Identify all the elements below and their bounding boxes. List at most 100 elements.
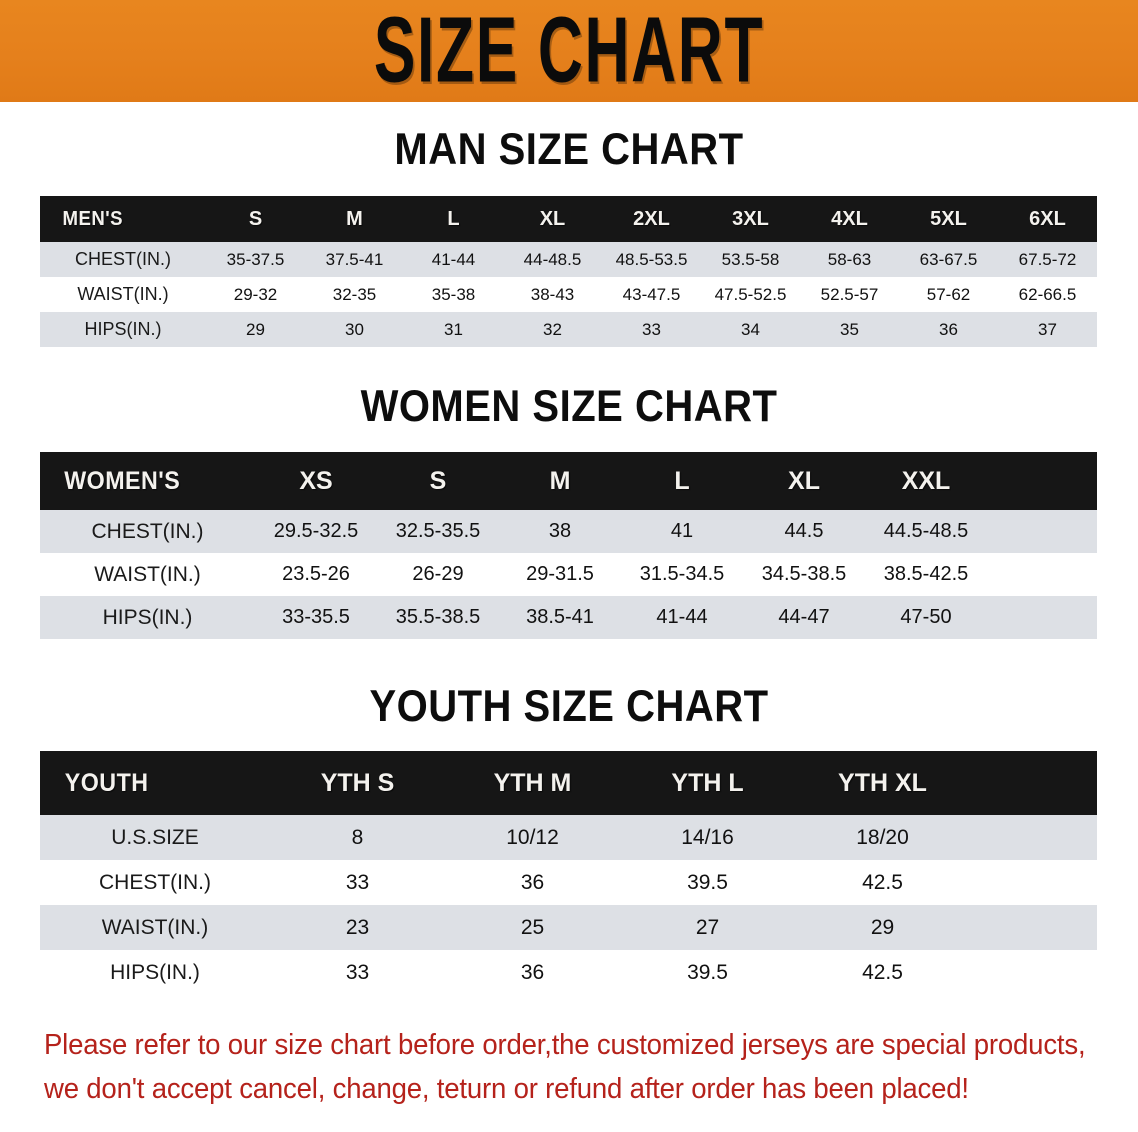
col-header-m: M	[549, 466, 571, 495]
cell: 62-66.5	[1018, 284, 1077, 304]
page-content: MAN SIZE CHART MEN'S S M L XL 2XL 3XL 4X…	[0, 127, 1138, 1111]
cell-spacer	[970, 815, 1097, 860]
col-header-yth-xl: YTH XL	[838, 768, 927, 797]
cell: 53.5-58	[721, 249, 780, 269]
row-label-waist: WAIST(IN.)	[94, 562, 201, 586]
table-row: WAIST(IN.) 29-32 32-35 35-38 38-43 43-47…	[40, 277, 1097, 312]
row-label-us-size: U.S.SIZE	[111, 825, 199, 849]
cell: 36	[520, 870, 545, 894]
cell: 23.5-26	[282, 563, 350, 585]
cell: 41	[670, 520, 694, 542]
table-row: U.S.SIZE 8 10/12 14/16 18/20	[40, 815, 1097, 860]
table-header-row: WOMEN'S XS S M L XL XXL	[40, 452, 1097, 510]
cell: 57-62	[926, 284, 971, 304]
cell: 44-47	[778, 606, 830, 628]
col-header-xs: XS	[299, 466, 333, 495]
cell: 38	[548, 520, 572, 542]
cell: 67.5-72	[1018, 249, 1077, 269]
table-row: CHEST(IN.) 29.5-32.5 32.5-35.5 38 41 44.…	[40, 510, 1097, 553]
cell: 33	[345, 870, 370, 894]
cell: 31	[444, 319, 463, 339]
cell: 44.5	[784, 520, 824, 542]
cell: 38.5-42.5	[883, 563, 969, 585]
cell: 35.5-38.5	[395, 606, 481, 628]
cell: 8	[351, 825, 364, 849]
row-label-hips: HIPS(IN.)	[84, 319, 162, 339]
cell: 29-31.5	[526, 563, 594, 585]
cell: 63-67.5	[919, 249, 978, 269]
col-header-s: S	[248, 207, 263, 230]
cell: 47-50	[900, 606, 952, 628]
col-header-xl: XL	[788, 466, 820, 495]
col-header-spacer	[987, 452, 1097, 510]
col-header-2xl: 2XL	[633, 207, 670, 230]
cell: 33-35.5	[282, 606, 350, 628]
cell: 36	[939, 319, 958, 339]
row-label-waist: WAIST(IN.)	[101, 915, 209, 939]
cell: 39.5	[687, 870, 728, 894]
row-label-chest: CHEST(IN.)	[75, 249, 171, 269]
col-header-4xl: 4XL	[831, 207, 868, 230]
cell: 44.5-48.5	[883, 520, 969, 542]
table-header-row: MEN'S S M L XL 2XL 3XL 4XL 5XL 6XL	[40, 196, 1097, 242]
table-row: HIPS(IN.) 33 36 39.5 42.5	[40, 950, 1097, 995]
cell: 58-63	[827, 249, 872, 269]
women-size-table: WOMEN'S XS S M L XL XXL CHEST(IN.) 29.5-…	[40, 452, 1097, 639]
cell: 30	[345, 319, 364, 339]
row-label-chest: CHEST(IN.)	[91, 519, 204, 543]
table-row: CHEST(IN.) 35-37.5 37.5-41 41-44 44-48.5…	[40, 242, 1097, 277]
cell: 42.5	[862, 960, 903, 984]
corner-label-mens: MEN'S	[62, 207, 124, 230]
cell: 42.5	[862, 870, 903, 894]
cell: 32	[543, 319, 562, 339]
row-label-hips: HIPS(IN.)	[102, 605, 193, 629]
cell: 52.5-57	[820, 284, 879, 304]
disclaimer-text: Please refer to our size chart before or…	[44, 1023, 1086, 1111]
cell: 35-37.5	[226, 249, 285, 269]
cell: 41-44	[431, 249, 476, 269]
cell: 29-32	[233, 284, 278, 304]
cell-spacer	[987, 510, 1097, 553]
col-header-6xl: 6XL	[1029, 207, 1066, 230]
disclaimer-line-1: Please refer to our size chart before or…	[44, 1029, 1086, 1061]
cell: 29.5-32.5	[273, 520, 359, 542]
col-header-3xl: 3XL	[732, 207, 769, 230]
cell: 37	[1038, 319, 1057, 339]
col-header-s: S	[429, 466, 447, 495]
cell: 41-44	[656, 606, 708, 628]
page-title: SIZE CHART	[373, 0, 765, 103]
col-header-yth-s: YTH S	[320, 768, 395, 797]
section-women: WOMEN SIZE CHART WOMEN'S XS S M L XL XXL	[0, 384, 1138, 639]
cell: 35-38	[431, 284, 476, 304]
cell: 38-43	[530, 284, 575, 304]
table-row: WAIST(IN.) 23.5-26 26-29 29-31.5 31.5-34…	[40, 553, 1097, 596]
cell: 32-35	[332, 284, 377, 304]
table-row: HIPS(IN.) 33-35.5 35.5-38.5 38.5-41 41-4…	[40, 596, 1097, 639]
col-header-5xl: 5XL	[930, 207, 967, 230]
cell: 47.5-52.5	[714, 284, 787, 304]
cell: 48.5-53.5	[615, 249, 688, 269]
cell: 14/16	[681, 825, 734, 849]
col-header-xxl: XXL	[901, 466, 951, 495]
cell: 26-29	[412, 563, 464, 585]
cell: 10/12	[506, 825, 559, 849]
cell: 43-47.5	[622, 284, 681, 304]
cell: 25	[520, 915, 545, 939]
col-header-m: M	[346, 207, 363, 230]
disclaimer-line-2: we don't accept cancel, change, teturn o…	[44, 1073, 969, 1106]
header-banner: SIZE CHART	[0, 0, 1138, 102]
cell: 33	[642, 319, 661, 339]
col-header-l: L	[674, 466, 690, 495]
cell-spacer	[987, 553, 1097, 596]
youth-size-table: YOUTH YTH S YTH M YTH L YTH XL U.S.SIZE …	[40, 751, 1097, 995]
section-man: MAN SIZE CHART MEN'S S M L XL 2XL 3XL 4X…	[0, 127, 1138, 347]
corner-label-youth: YOUTH	[64, 768, 149, 797]
col-header-xl: XL	[539, 207, 566, 230]
section-title-man: MAN SIZE CHART	[394, 124, 744, 175]
cell: 35	[840, 319, 859, 339]
table-header-row: YOUTH YTH S YTH M YTH L YTH XL	[40, 751, 1097, 815]
col-header-yth-l: YTH L	[671, 768, 744, 797]
cell-spacer	[970, 860, 1097, 905]
col-header-spacer	[970, 751, 1097, 815]
cell: 34.5-38.5	[761, 563, 847, 585]
